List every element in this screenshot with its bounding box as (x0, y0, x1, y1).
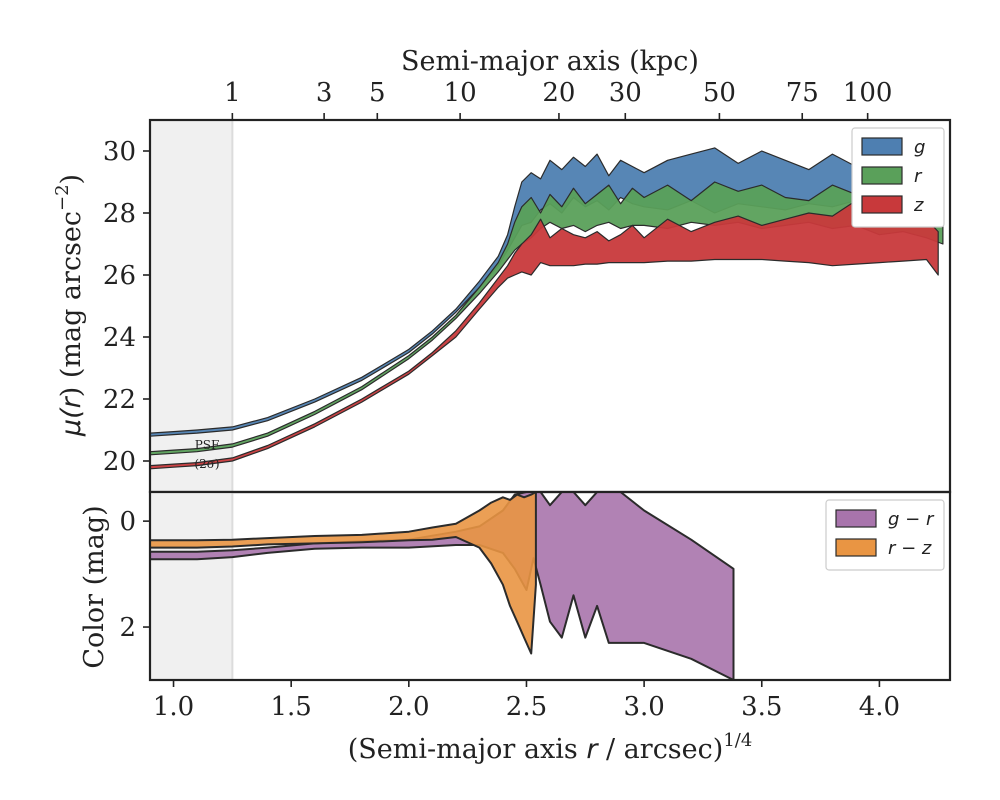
legend-label: r − z (888, 538, 932, 559)
surface-brightness-plot-area (150, 120, 944, 492)
psf-shaded-region (150, 120, 233, 492)
color-plot-area (150, 492, 735, 680)
top-x-tick-label: 5 (369, 78, 386, 108)
legend-swatch (861, 195, 903, 214)
series-band-rz (150, 492, 537, 655)
top-x-tick-label: 30 (609, 78, 642, 108)
psf-shaded-region (150, 492, 233, 680)
legend-swatch (861, 137, 903, 156)
surface-brightness-legend: grz (851, 127, 945, 228)
top-axis-label: Semi-major axis (kpc) (401, 46, 699, 77)
y-tick-label: 20 (103, 447, 136, 477)
top-x-tick-label: 20 (542, 78, 575, 108)
top-x-tick-label: 50 (703, 78, 736, 108)
x-tick-label: 3.0 (623, 692, 664, 722)
x-tick-label: 2.5 (506, 692, 547, 722)
x-tick-label: 1.0 (153, 692, 194, 722)
y-tick-label: 28 (103, 199, 136, 229)
legend-swatch (835, 538, 877, 557)
bottom-axis-label: (Semi-major axis r / arcsec)1/4 (348, 730, 753, 765)
x-tick-label: 4.0 (859, 692, 900, 722)
y-tick-label: 0 (119, 507, 136, 537)
top-x-tick-label: 3 (316, 78, 333, 108)
y-tick-label: 22 (103, 385, 136, 415)
legend-swatch (835, 509, 877, 528)
y-tick-label: 24 (103, 323, 136, 353)
x-tick-label: 3.5 (741, 692, 782, 722)
top-panel-ylabel: μ(r) (mag arcsec−2) (52, 174, 87, 437)
y-tick-label: 26 (103, 261, 136, 291)
psf-label-line2: (2σ) (194, 457, 219, 471)
top-x-tick-label: 10 (444, 78, 477, 108)
surface-brightness-panel: 20 22 24 26 28 30 1 3 5 10 20 30 50 75 100 grz (103, 78, 952, 494)
legend-swatch (861, 166, 903, 185)
legend-label: g − r (888, 509, 935, 530)
color-legend: g − r r − z (825, 499, 945, 571)
series-band-gr (150, 492, 735, 680)
top-x-tick-label: 75 (786, 78, 819, 108)
color-frame (148, 490, 952, 682)
series-band-z (150, 200, 939, 470)
y-tick-label: 30 (103, 137, 136, 167)
legend-label: r (914, 166, 923, 187)
legend-label: g (914, 137, 925, 158)
x-tick-label: 1.5 (270, 692, 311, 722)
color-panel: 0 2 1.0 1.5 2.0 2.5 3.0 3.5 4.0 g − r r − z (119, 490, 952, 722)
legend-label: z (913, 195, 924, 216)
y-tick-label: 2 (119, 613, 136, 643)
x-tick-label: 2.0 (388, 692, 429, 722)
bottom-panel-ylabel: Color (mag) (79, 505, 110, 668)
top-x-tick-label: 1 (224, 78, 241, 108)
top-x-tick-label: 100 (843, 78, 893, 108)
psf-label-line1: PSF (195, 438, 220, 452)
